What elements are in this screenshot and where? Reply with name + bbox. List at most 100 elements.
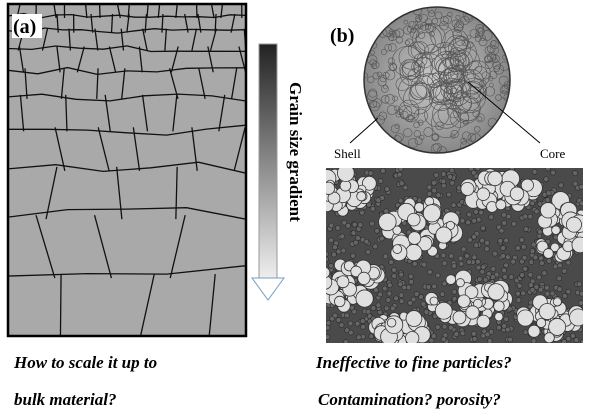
grain: [440, 292, 445, 297]
grain: [453, 311, 466, 324]
grain: [382, 286, 387, 291]
grain: [551, 170, 556, 175]
grain: [430, 297, 438, 305]
grain: [511, 221, 516, 226]
grain: [448, 325, 453, 330]
grain: [358, 222, 363, 227]
grain: [528, 283, 533, 288]
grain: [539, 256, 544, 261]
grain: [566, 336, 571, 341]
grain: [427, 185, 432, 190]
grain: [427, 191, 432, 196]
grain: [339, 323, 344, 328]
grain: [392, 267, 397, 272]
grain: [257, 14, 260, 33]
grain: [534, 209, 539, 214]
grain: [537, 229, 542, 234]
grain: [577, 282, 582, 287]
grain: [441, 172, 446, 177]
grain: [380, 168, 385, 173]
grain: [553, 298, 561, 306]
grain: [499, 228, 504, 233]
grain: [481, 226, 486, 231]
grain: [510, 187, 524, 201]
grain: [489, 215, 494, 220]
grain: [504, 317, 509, 322]
grain: [364, 239, 369, 244]
grain: [311, 190, 323, 202]
grain: [547, 258, 552, 263]
grain: [544, 333, 554, 343]
grain: [421, 301, 426, 306]
grain: [530, 287, 535, 292]
grain: [461, 182, 474, 195]
grain: [399, 272, 404, 277]
grain: [492, 251, 497, 256]
grain: [358, 272, 370, 284]
grain: [399, 299, 404, 304]
caption: bulk material?: [14, 390, 116, 409]
grain: [390, 306, 395, 311]
grain: [511, 259, 516, 264]
grain: [389, 260, 394, 265]
grain: [426, 285, 431, 290]
grain: [464, 253, 469, 258]
grain: [545, 291, 550, 296]
grain: [476, 217, 481, 222]
grain: [523, 214, 528, 219]
grain: [432, 188, 437, 193]
grain: [452, 289, 457, 294]
grain: [408, 300, 413, 305]
figure: (a) Grain size gradient (b) Shell Core H…: [0, 0, 589, 416]
grain: [559, 183, 564, 188]
grain: [340, 234, 345, 239]
grain: [441, 179, 446, 184]
grain: [394, 296, 399, 301]
grain: [487, 338, 492, 343]
grain: [315, 177, 325, 187]
grain: [357, 192, 366, 201]
grain: [435, 302, 452, 319]
grain: [579, 184, 584, 189]
grain: [540, 203, 555, 218]
grain: [573, 181, 578, 186]
grain: [332, 245, 337, 250]
grain: [517, 310, 533, 326]
grain: [467, 260, 472, 265]
grain: [344, 313, 349, 318]
grain: [385, 187, 390, 192]
grain: [472, 255, 477, 260]
grain: [552, 226, 561, 235]
grain: [485, 332, 490, 337]
caption: How to scale it up to: [13, 353, 157, 372]
grain: [325, 325, 330, 330]
grain: [538, 287, 543, 292]
grain: [442, 324, 447, 329]
grain: [376, 198, 381, 203]
grain: [436, 227, 452, 243]
grain: [528, 272, 533, 277]
shell-label: Shell: [334, 146, 361, 161]
grain: [483, 277, 488, 282]
grain: [531, 242, 536, 247]
grain: [498, 238, 503, 243]
grain: [340, 180, 351, 191]
grain: [528, 214, 533, 219]
grain: [408, 232, 421, 245]
grain: [523, 330, 528, 335]
grain: [406, 311, 422, 327]
caption: Contamination? porosity?: [318, 390, 501, 409]
grain: [446, 192, 451, 197]
grain: [379, 236, 384, 241]
grain: [460, 218, 465, 223]
panel-label: (a): [13, 16, 36, 38]
grain: [407, 213, 420, 226]
grain: [356, 290, 373, 307]
grain: [502, 221, 507, 226]
grain: [337, 165, 354, 182]
grain: [343, 340, 348, 345]
grain: [476, 265, 481, 270]
grain: [529, 260, 534, 265]
grain: [533, 255, 538, 260]
grain: [566, 217, 581, 232]
